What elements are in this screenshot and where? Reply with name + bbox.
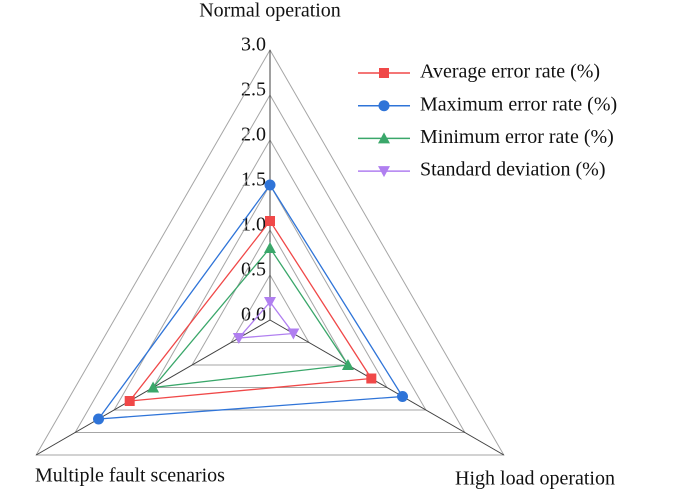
- axis-label: High load operation: [455, 468, 615, 490]
- r-tick-label: 1.0: [241, 214, 266, 236]
- r-tick-label: 0.0: [241, 304, 266, 326]
- legend-label: Minimum error rate (%): [420, 126, 614, 148]
- data-point: [287, 328, 300, 340]
- series-line: [97, 183, 404, 420]
- grid-line: [113, 139, 427, 411]
- r-tick-label: 2.0: [241, 124, 266, 146]
- grid-line: [191, 229, 349, 366]
- data-point: [366, 373, 377, 384]
- r-tick-label: 3.0: [241, 34, 266, 56]
- grid-line: [35, 49, 505, 456]
- r-tick-label: 2.5: [241, 79, 266, 101]
- series-line: [128, 219, 373, 402]
- r-tick-label: 1.5: [241, 169, 266, 191]
- data-point: [397, 391, 409, 402]
- legend-label: Average error rate (%): [420, 61, 600, 83]
- series-line: [151, 246, 350, 389]
- axis-label: Multiple fault scenarios: [35, 465, 225, 487]
- data-point: [264, 297, 276, 308]
- grid-line: [230, 273, 310, 343]
- data-point: [124, 396, 135, 406]
- data-point: [341, 359, 354, 370]
- data-point: [264, 179, 276, 191]
- data-point: [147, 381, 160, 393]
- data-point: [265, 216, 275, 226]
- data-point: [264, 242, 276, 253]
- legend-label: Standard deviation (%): [420, 159, 606, 181]
- axis-line: [269, 319, 505, 456]
- legend-marker: [378, 100, 390, 112]
- legend-label: Maximum error rate (%): [420, 93, 617, 115]
- data-point: [93, 413, 105, 425]
- data-point: [232, 333, 245, 344]
- series-line: [237, 300, 295, 339]
- legend-marker: [378, 132, 390, 144]
- axis-label: Normal operation: [199, 0, 341, 22]
- grid-line: [74, 93, 466, 433]
- legend-marker: [379, 68, 389, 78]
- legend-marker: [378, 166, 390, 178]
